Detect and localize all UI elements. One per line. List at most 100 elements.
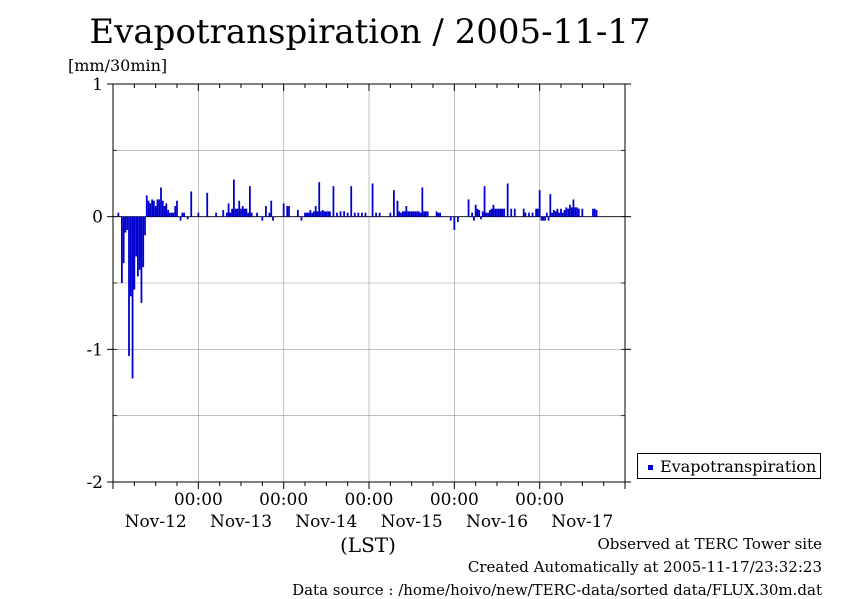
bar — [556, 208, 559, 217]
bar — [581, 208, 584, 217]
bar — [329, 211, 331, 217]
bar — [181, 212, 184, 217]
bar — [506, 183, 509, 217]
bar — [297, 210, 299, 217]
x-tick-label-date: Nov-15 — [381, 512, 443, 532]
bar — [393, 190, 395, 217]
bar — [412, 211, 415, 217]
bar — [378, 212, 381, 217]
bar — [240, 208, 242, 217]
x-tick-label-time: 00:00 — [430, 490, 479, 510]
bar — [540, 216, 543, 221]
bar — [206, 192, 209, 217]
bar — [261, 216, 264, 221]
bar — [231, 208, 233, 217]
bar — [574, 207, 577, 217]
bar — [535, 208, 537, 217]
x-tick-label-time: 00:00 — [174, 490, 223, 510]
bar — [163, 206, 166, 217]
bar — [158, 199, 161, 217]
bar — [234, 208, 237, 217]
x-tick-label-date: Nov-13 — [210, 512, 272, 532]
x-tick-label-time: 00:00 — [345, 490, 394, 510]
bar — [321, 210, 324, 217]
bar — [474, 204, 477, 217]
bar — [243, 208, 246, 217]
legend: Evapotranspiration — [637, 453, 821, 479]
bar — [250, 212, 253, 217]
bar — [492, 204, 495, 217]
bar — [563, 210, 566, 217]
bar — [371, 183, 374, 217]
footer-created-text: Created Automatically at 2005-11-17/23:3… — [467, 558, 822, 576]
bar — [417, 211, 420, 217]
y-tick-label: 0 — [92, 208, 103, 228]
bar — [569, 204, 571, 217]
bar — [126, 216, 129, 230]
bar — [416, 211, 418, 217]
bar — [314, 206, 317, 217]
bar — [313, 211, 315, 217]
bar — [197, 212, 200, 217]
bar — [490, 208, 493, 217]
bar — [570, 207, 573, 217]
bar — [551, 212, 553, 217]
bar — [577, 208, 580, 217]
bar — [501, 208, 504, 217]
bar — [186, 216, 189, 220]
chart-title: Evapotranspiration / 2005-11-17 — [89, 12, 651, 52]
bar — [567, 208, 569, 217]
bar — [282, 203, 285, 217]
bar — [537, 208, 539, 217]
bar — [457, 216, 459, 222]
bar — [320, 211, 322, 217]
bar — [558, 212, 561, 217]
bar — [499, 208, 502, 217]
bar — [236, 208, 239, 217]
bar — [137, 216, 139, 277]
bar — [183, 212, 185, 217]
bar — [339, 211, 342, 217]
bar — [524, 212, 527, 217]
bar — [133, 216, 136, 290]
bar — [122, 216, 125, 264]
bar — [305, 212, 308, 217]
legend-swatch-evapotranspiration — [648, 465, 653, 470]
y-axis-unit-label: [mm/30min] — [68, 56, 168, 75]
bar — [179, 216, 182, 221]
bar — [565, 207, 568, 217]
bar — [401, 211, 404, 217]
bar — [288, 206, 290, 217]
bar — [554, 211, 557, 217]
bar — [542, 216, 545, 221]
bar — [160, 187, 162, 217]
bar — [483, 186, 486, 217]
bar — [161, 200, 164, 217]
bar — [215, 212, 217, 217]
bar — [128, 216, 130, 356]
x-tick-label-time: 00:00 — [259, 490, 308, 510]
bar — [467, 199, 470, 217]
bar — [311, 212, 313, 217]
bar — [595, 210, 598, 217]
bar — [323, 211, 326, 217]
bar — [304, 212, 306, 217]
bar — [229, 212, 232, 217]
x-tick-label-date: Nov-16 — [466, 512, 528, 532]
bar — [435, 211, 438, 217]
bar — [576, 207, 578, 217]
bar — [478, 210, 481, 217]
bar — [409, 211, 411, 217]
bar — [124, 216, 127, 233]
bar — [528, 212, 530, 217]
bar — [485, 212, 488, 217]
bar — [241, 206, 244, 217]
x-tick-label-time: 00:00 — [515, 490, 564, 510]
bar — [170, 212, 173, 217]
bar — [510, 208, 513, 217]
bar — [154, 206, 157, 217]
bar — [560, 208, 562, 217]
bar — [151, 199, 153, 217]
bar — [346, 212, 349, 217]
bar — [300, 216, 303, 221]
